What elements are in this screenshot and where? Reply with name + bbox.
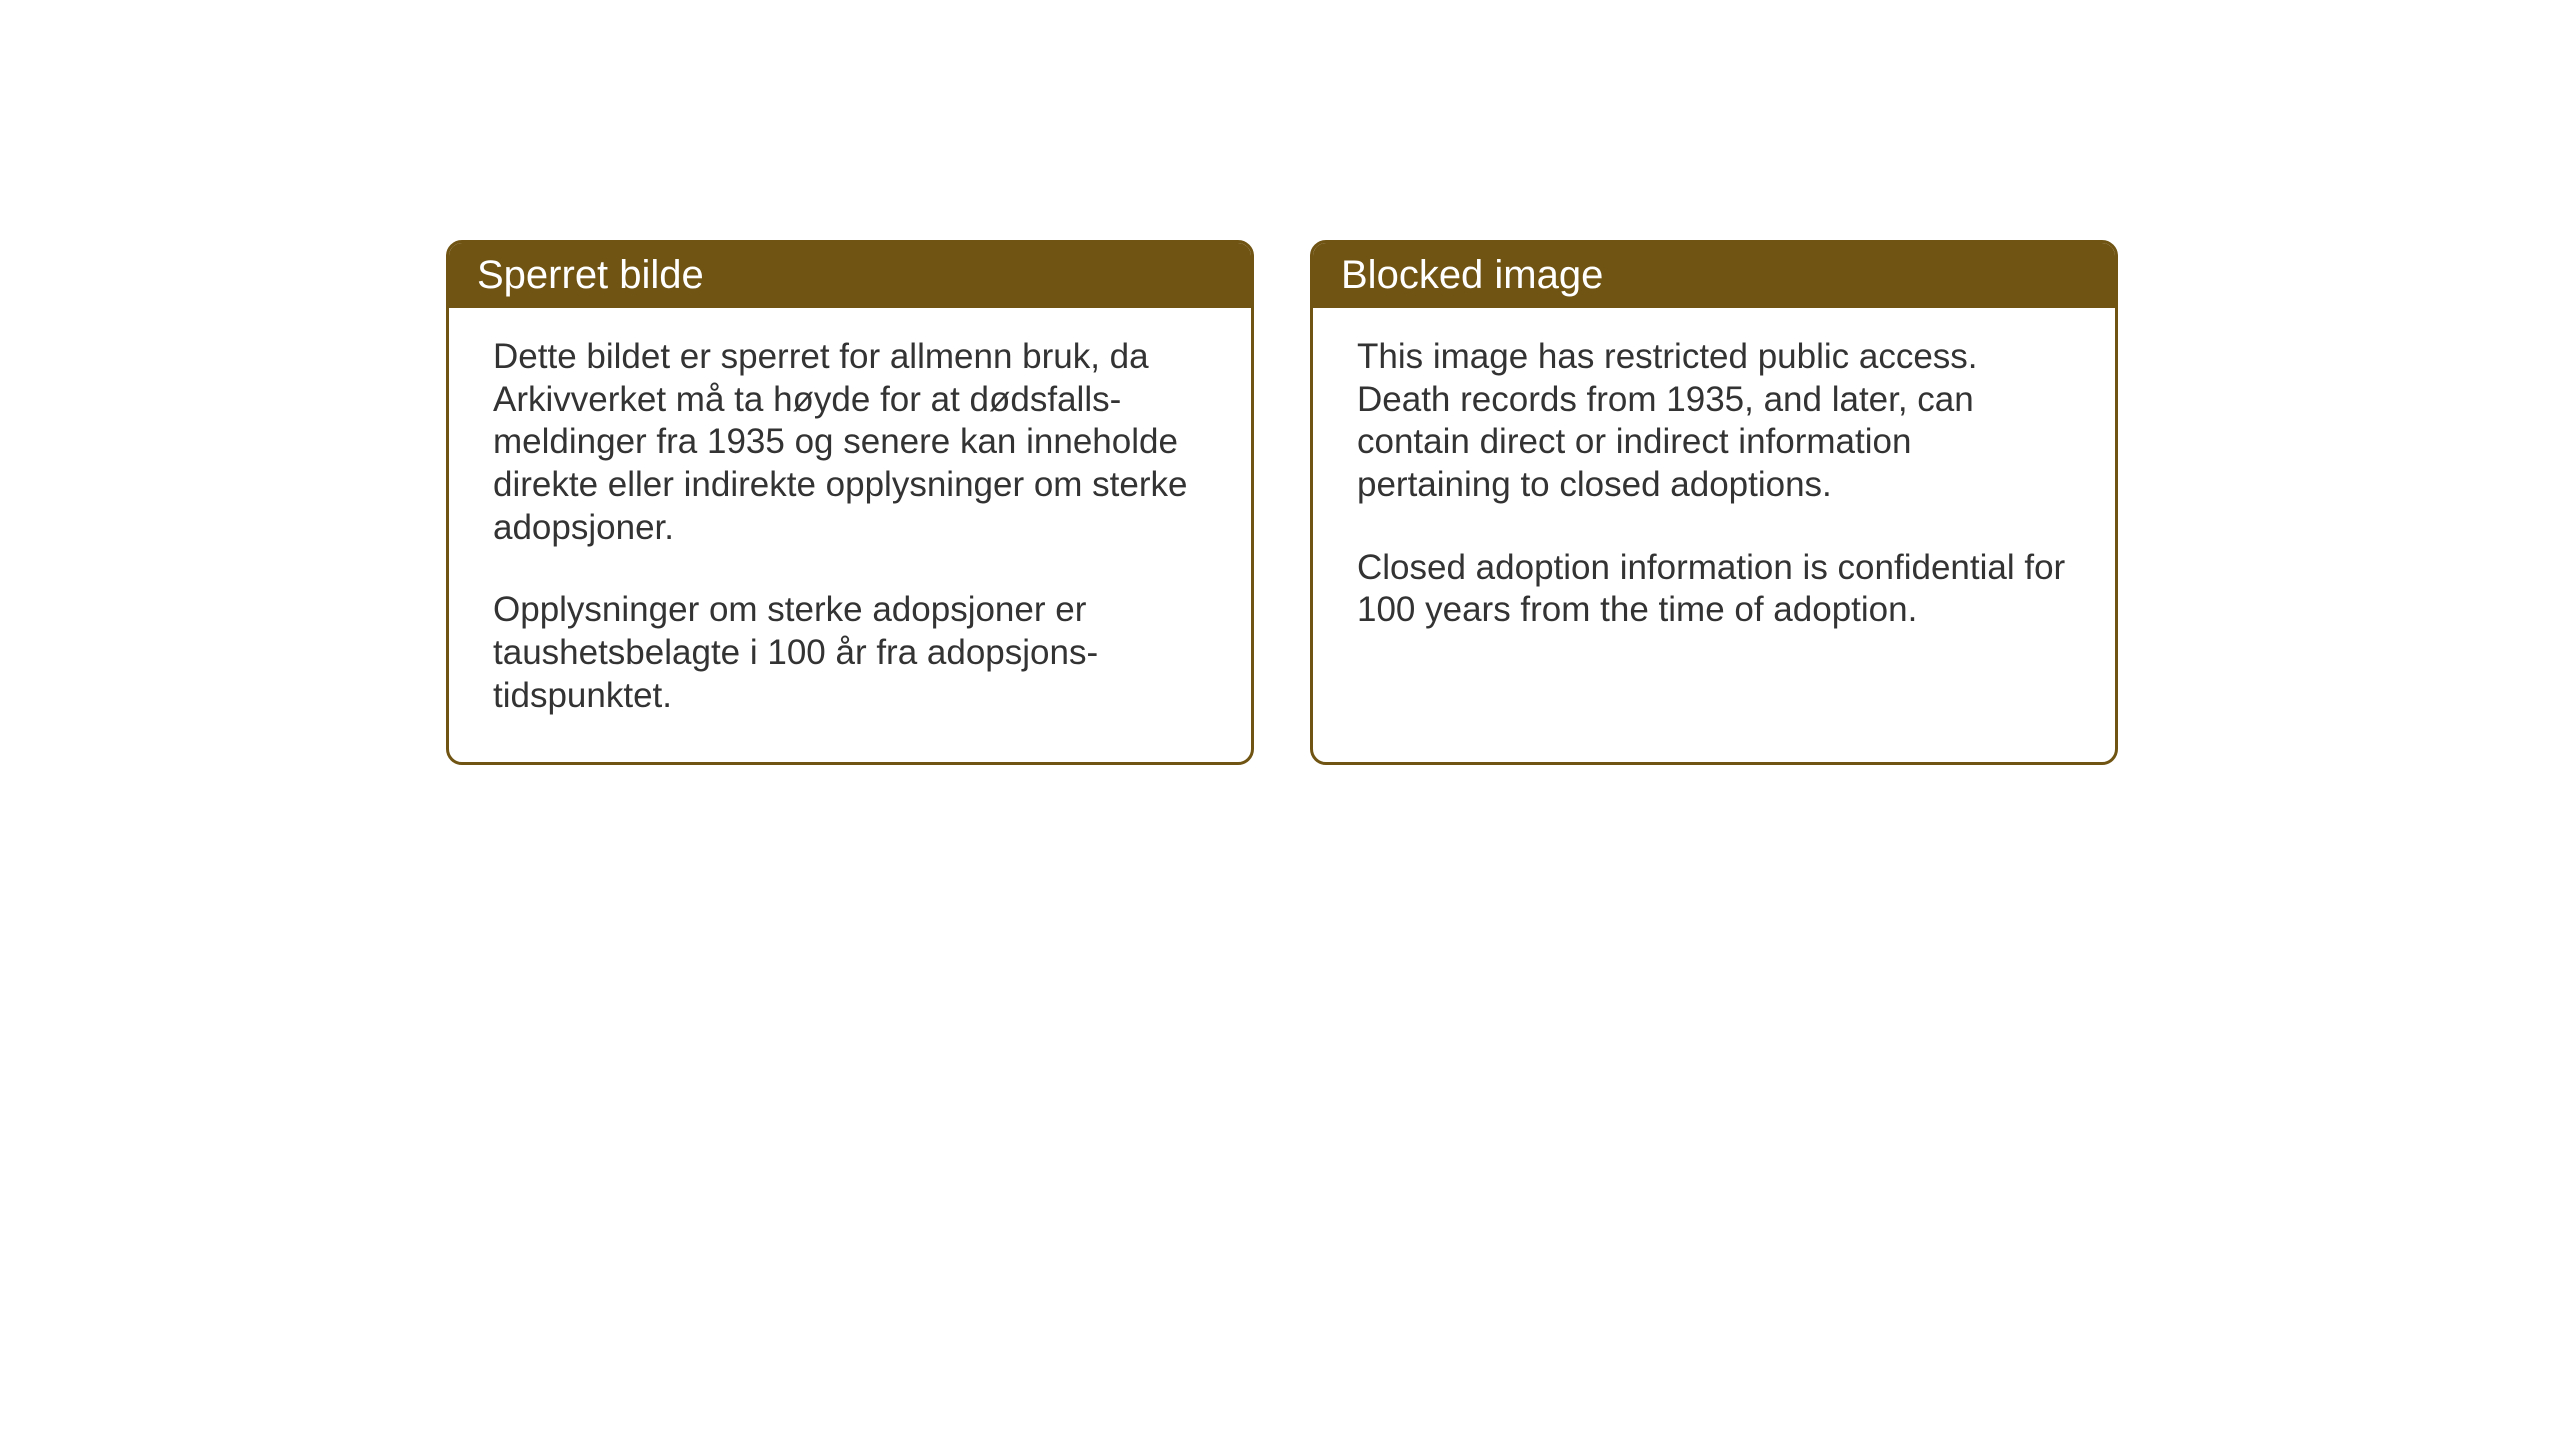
notice-header-norwegian: Sperret bilde <box>449 243 1251 308</box>
notice-paragraph-2-norwegian: Opplysninger om sterke adopsjoner er tau… <box>493 589 1207 717</box>
notice-paragraph-1-norwegian: Dette bildet er sperret for allmenn bruk… <box>493 336 1207 549</box>
notice-header-english: Blocked image <box>1313 243 2115 308</box>
notice-title-norwegian: Sperret bilde <box>477 253 704 297</box>
notice-body-norwegian: Dette bildet er sperret for allmenn bruk… <box>449 308 1251 762</box>
notice-box-english: Blocked image This image has restricted … <box>1310 240 2118 765</box>
notice-paragraph-2-english: Closed adoption information is confident… <box>1357 547 2071 632</box>
notice-body-english: This image has restricted public access.… <box>1313 308 2115 748</box>
notice-box-norwegian: Sperret bilde Dette bildet er sperret fo… <box>446 240 1254 765</box>
notice-container: Sperret bilde Dette bildet er sperret fo… <box>446 240 2118 765</box>
notice-paragraph-1-english: This image has restricted public access.… <box>1357 336 2071 507</box>
notice-title-english: Blocked image <box>1341 253 1603 297</box>
